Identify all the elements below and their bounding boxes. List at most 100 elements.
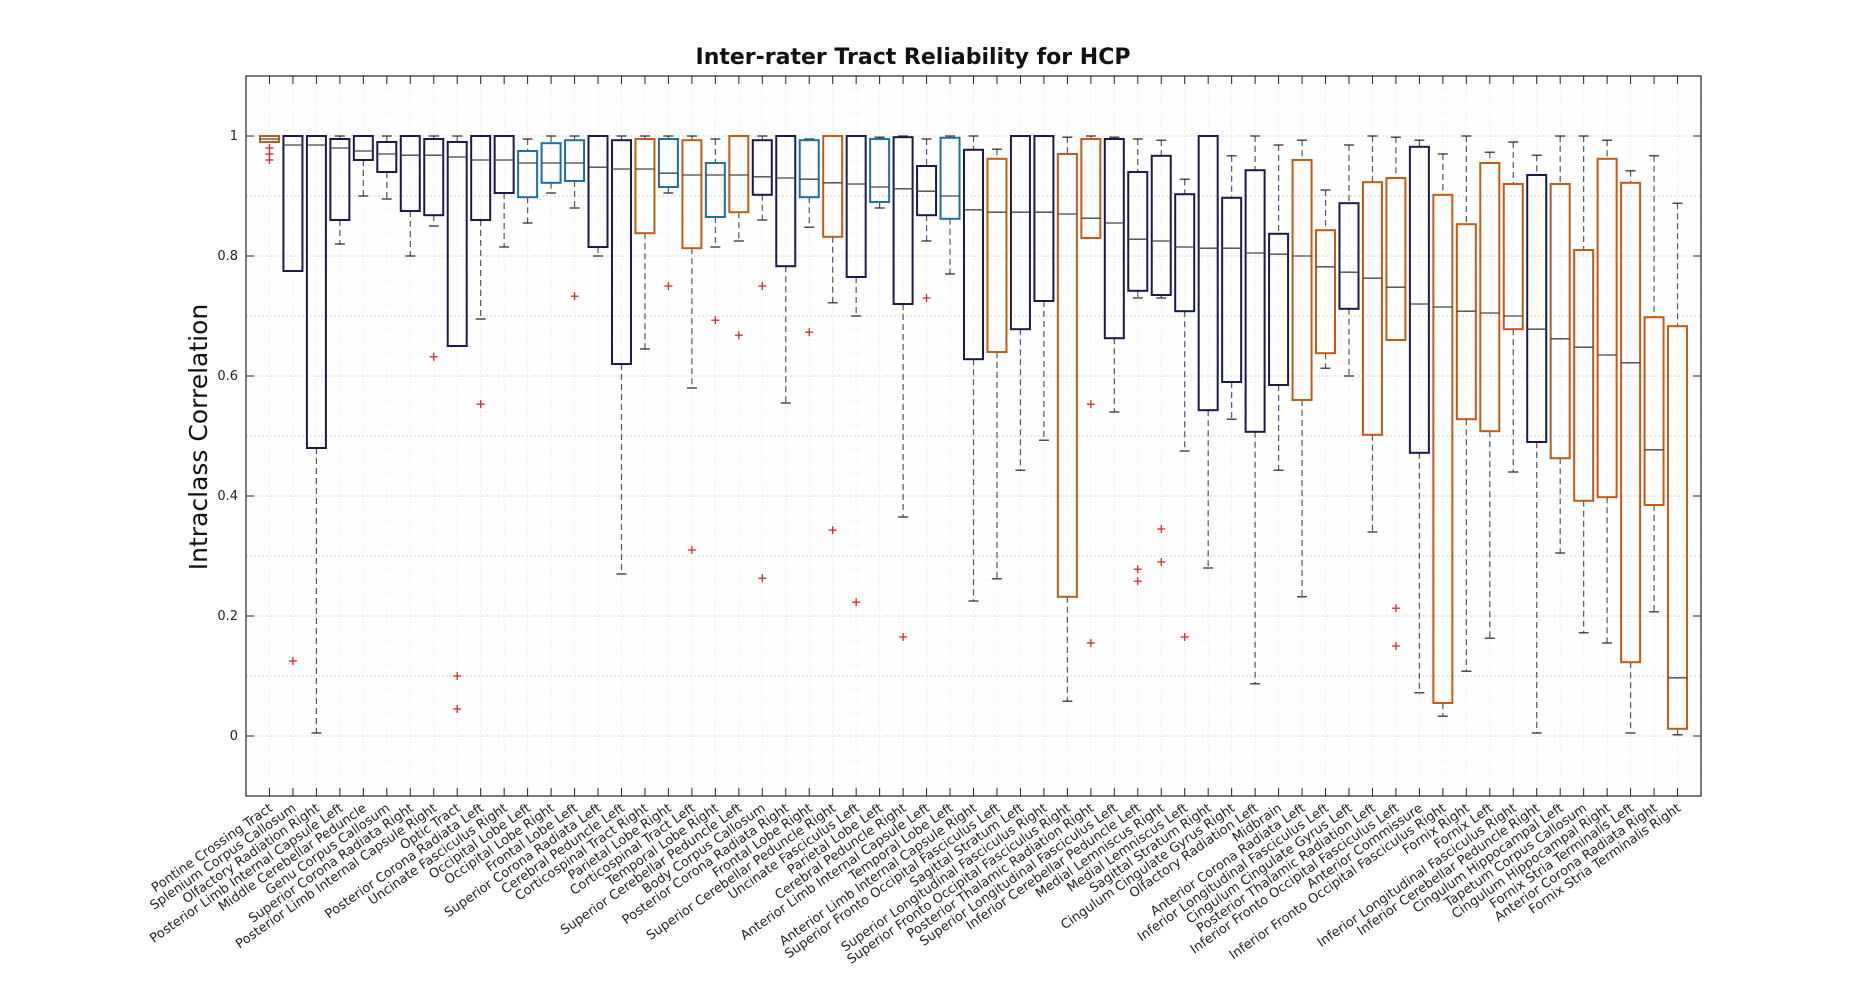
box-52 <box>1455 135 1477 672</box>
box-21 <box>728 135 750 340</box>
box-1 <box>258 135 280 164</box>
y-ticks: 0 0.2 0.4 0.6 0.8 1 <box>217 129 1701 744</box>
box-55 <box>1526 154 1548 734</box>
y-tick-label: 0 <box>230 729 238 744</box>
box-14 <box>564 135 586 301</box>
box-iqr <box>1385 177 1407 341</box>
box-iqr <box>1502 183 1524 331</box>
box-7 <box>399 135 421 257</box>
box-6 <box>376 135 398 200</box>
box-19 <box>681 135 703 554</box>
box-iqr <box>1667 325 1689 730</box>
box-iqr <box>1150 154 1172 296</box>
box-iqr <box>634 138 656 235</box>
box-iqr <box>704 162 726 218</box>
box-25 <box>822 135 844 535</box>
box-9 <box>446 135 468 713</box>
box-60 <box>1643 155 1665 613</box>
box-53 <box>1479 151 1501 639</box>
box-16 <box>610 135 632 575</box>
box-31 <box>963 135 984 602</box>
y-tick-label: 0.8 <box>217 249 238 264</box>
box-iqr <box>1573 249 1595 502</box>
box-5 <box>352 135 374 197</box>
y-tick-label: 0.2 <box>217 609 238 624</box>
box-iqr <box>1197 135 1219 412</box>
box-47 <box>1338 144 1360 377</box>
box-iqr <box>728 135 750 214</box>
box-46 <box>1315 189 1337 369</box>
box-48 <box>1361 135 1383 533</box>
box-54 <box>1502 141 1524 473</box>
box-3 <box>305 135 327 734</box>
box-4 <box>329 135 351 245</box>
box-iqr <box>1408 145 1430 454</box>
box-26 <box>845 135 867 607</box>
box-iqr <box>1009 135 1031 331</box>
box-44 <box>1268 144 1290 471</box>
box-iqr <box>1291 159 1313 401</box>
y-axis-label: Intraclass Correlation <box>184 304 213 570</box>
box-iqr <box>1244 169 1266 433</box>
box-2 <box>282 135 304 665</box>
box-iqr <box>939 136 961 220</box>
box-iqr <box>1080 138 1102 239</box>
box-51 <box>1432 153 1454 717</box>
box-iqr <box>305 135 327 449</box>
box-iqr <box>1103 138 1125 340</box>
y-tick-label: 1 <box>230 129 238 144</box>
gridlines <box>246 75 1701 797</box>
box-iqr <box>1643 316 1665 507</box>
box-12 <box>517 138 539 224</box>
box-iqr <box>986 157 1008 353</box>
box-42 <box>1221 155 1243 420</box>
box-58 <box>1596 139 1618 644</box>
box-18 <box>657 135 679 290</box>
y-tick-label: 0.6 <box>217 369 238 384</box>
box-33 <box>1009 135 1031 471</box>
box-iqr <box>493 135 515 194</box>
box-35 <box>1056 136 1078 702</box>
box-37 <box>1103 136 1125 413</box>
box-23 <box>775 135 797 404</box>
box-iqr <box>1268 232 1290 386</box>
box-iqr <box>329 138 351 221</box>
box-iqr <box>869 138 891 203</box>
box-iqr <box>1174 193 1196 313</box>
box-28 <box>892 135 914 641</box>
box-iqr <box>610 139 632 365</box>
box-iqr <box>1315 229 1337 355</box>
box-iqr <box>798 139 820 199</box>
box-iqr <box>892 136 914 305</box>
box-38 <box>1127 138 1149 586</box>
box-iqr <box>1361 181 1383 436</box>
box-13 <box>540 135 562 194</box>
box-61 <box>1667 202 1689 736</box>
box-iqr <box>681 139 703 250</box>
box-57 <box>1573 135 1595 634</box>
box-iqr <box>845 135 867 278</box>
box-34 <box>1033 135 1055 441</box>
box-iqr <box>1056 153 1078 598</box>
boxes-group <box>258 135 1689 736</box>
box-iqr <box>446 141 468 347</box>
box-iqr <box>1620 181 1642 664</box>
box-39 <box>1150 139 1172 566</box>
box-40 <box>1174 178 1196 641</box>
box-iqr <box>423 138 445 217</box>
box-43 <box>1244 135 1266 685</box>
box-45 <box>1291 139 1313 598</box>
box-iqr <box>1479 162 1501 433</box>
box-15 <box>587 135 609 257</box>
box-iqr <box>587 135 609 248</box>
box-iqr <box>564 139 586 182</box>
box-17 <box>634 135 656 350</box>
box-iqr <box>1526 174 1548 443</box>
box-iqr <box>1127 171 1149 292</box>
box-iqr <box>517 150 539 199</box>
box-iqr <box>1596 157 1618 499</box>
box-24 <box>798 138 820 337</box>
box-iqr <box>1033 135 1055 302</box>
box-10 <box>470 135 492 409</box>
